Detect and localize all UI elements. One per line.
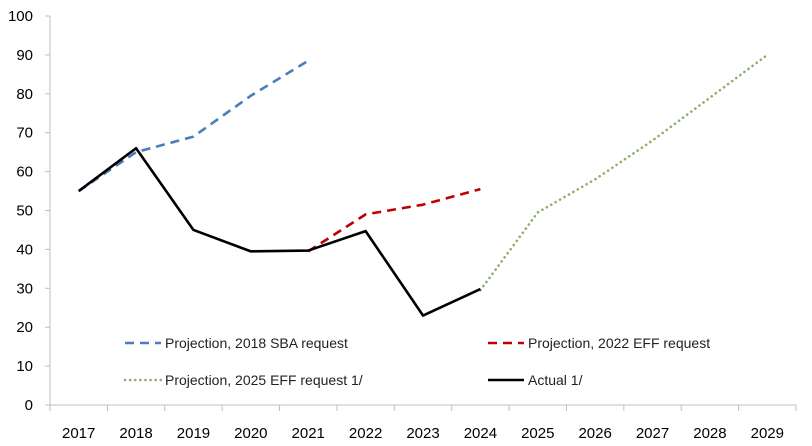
y-tick-label: 50 [16,203,33,220]
x-tick-label: 2021 [292,425,325,442]
x-tick-label: 2026 [578,425,611,442]
y-tick-label: 0 [25,397,33,414]
legend-item: Actual 1/ [488,372,583,388]
y-tick-group: 0 10 20 30 40 50 60 70 80 90 100 [8,8,50,414]
x-tick-label: 2022 [349,425,382,442]
legend-item: Projection, 2018 SBA request [125,335,348,351]
y-tick-label: 60 [16,164,33,181]
series-line-2 [307,187,481,253]
y-tick-label: 20 [16,319,33,336]
y-tick-label: 100 [8,8,33,25]
y-tick-label: 70 [16,125,33,142]
legend-label: Projection, 2018 SBA request [165,335,348,351]
x-tick-label: 2017 [62,425,95,442]
x-tick-label: 2027 [636,425,669,442]
y-tick-label: 30 [16,280,33,297]
legend-item: Projection, 2025 EFF request 1/ [123,372,363,388]
x-tick-label: 2029 [751,425,784,442]
x-tick-label: 2023 [406,425,439,442]
series-layer [77,53,769,317]
series-line-4 [77,146,481,317]
y-tick-label: 80 [16,86,33,103]
x-tick-label: 2018 [119,425,152,442]
x-tick-label: 2025 [521,425,554,442]
x-tick-group: 2017 2018 2019 2020 2021 2022 2023 2024 2025 2026… [49,405,797,442]
y-axis: 0 10 20 30 40 50 60 70 80 90 100 [8,8,51,414]
x-tick-label: 2024 [464,425,497,442]
x-tick-label: 2019 [177,425,210,442]
x-tick-label: 2028 [693,425,726,442]
y-tick-label: 10 [16,358,33,375]
series-line-3 [479,53,769,292]
y-tick-label: 90 [16,47,33,64]
x-tick-label: 2020 [234,425,267,442]
legend-label: Projection, 2025 EFF request 1/ [165,372,363,388]
legend-label: Projection, 2022 EFF request [528,335,710,351]
y-tick-label: 40 [16,241,33,258]
legend: Projection, 2018 SBA request Projection, … [123,335,710,388]
legend-item: Projection, 2022 EFF request [488,335,710,351]
series-line-1 [77,59,309,193]
legend-label: Actual 1/ [528,372,583,388]
x-axis: 2017 2018 2019 2020 2021 2022 2023 2024 2025 2026… [49,404,797,442]
